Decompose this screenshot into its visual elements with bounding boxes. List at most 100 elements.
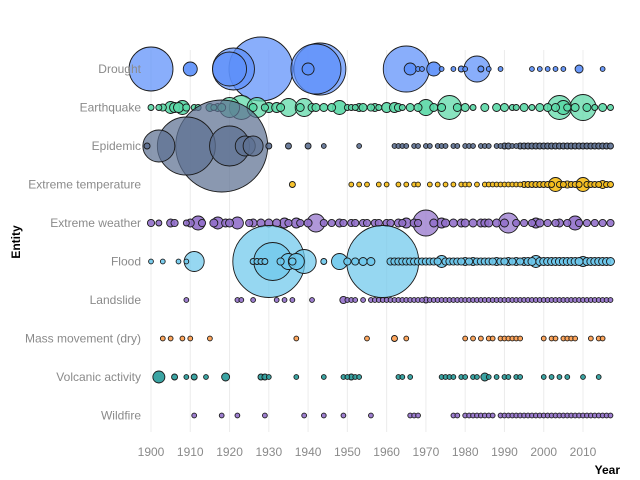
bubble-wildfire <box>489 412 496 419</box>
bubble-extreme-weather <box>414 218 423 228</box>
bubble-wildfire <box>368 412 374 419</box>
bubble-drought <box>599 66 606 72</box>
bubble-earthquake <box>598 103 608 112</box>
bubble-extreme-temperature <box>348 181 355 188</box>
bubble-volcanic-activity <box>595 374 602 380</box>
y-tick-label: Mass movement (dry) <box>25 332 141 346</box>
bubble-flood <box>288 257 297 266</box>
bubble-extreme-weather <box>563 218 572 228</box>
bubble-earthquake <box>248 103 258 112</box>
bubble-epidemic <box>356 143 362 149</box>
bubble-wildfire <box>218 412 225 419</box>
bubble-extreme-temperature <box>548 181 556 188</box>
bubble-drought <box>182 61 198 77</box>
bubble-earthquake <box>405 103 415 112</box>
bubble-earthquake <box>437 103 447 112</box>
bubble-earthquake <box>182 103 191 112</box>
bubble-extreme-temperature <box>403 181 410 188</box>
bubble-mass-movement-dry <box>462 335 469 342</box>
bubble-landslide <box>281 297 288 303</box>
bubble-mass-movement-dry <box>478 335 484 342</box>
bubble-extreme-weather <box>284 218 293 228</box>
bubble-extreme-temperature <box>466 181 472 188</box>
bubble-drought <box>426 61 442 77</box>
bubble-volcanic-activity <box>517 374 524 380</box>
bubble-drought <box>403 62 417 76</box>
bubble-extreme-temperature <box>375 181 382 188</box>
bubble-earthquake <box>591 104 599 111</box>
bubble-mass-movement-dry <box>159 335 166 342</box>
bubble-drought <box>485 66 492 72</box>
bubble-mass-movement-dry <box>599 335 606 342</box>
bubble-mass-movement-dry <box>364 335 370 342</box>
y-tick-label: Volcanic activity <box>56 370 141 384</box>
bubble-earthquake <box>375 104 383 111</box>
bubble-volcanic-activity <box>183 374 190 380</box>
bubble-flood <box>366 257 376 266</box>
bubble-volcanic-activity <box>556 374 563 380</box>
bubble-earthquake <box>563 103 572 112</box>
x-tick-label: 2010 <box>570 445 597 459</box>
bubble-volcanic-activity <box>548 374 555 380</box>
bubble-extreme-temperature <box>575 181 583 188</box>
bubble-earthquake <box>173 102 184 113</box>
bubble-extreme-weather <box>245 218 254 228</box>
y-tick-label: Flood <box>111 255 141 269</box>
x-tick-label: 1980 <box>452 445 479 459</box>
bubble-drought <box>544 66 551 72</box>
bubble-extreme-weather <box>543 218 552 228</box>
y-tick-label: Landslide <box>90 293 142 307</box>
bubble-extreme-temperature <box>415 181 421 188</box>
bubble-extreme-temperature <box>364 181 370 188</box>
bubble-earthquake <box>295 103 305 112</box>
bubble-landslide <box>273 297 280 303</box>
bubble-epidemic <box>513 143 520 149</box>
bubble-wildfire <box>191 412 198 419</box>
bubble-extreme-weather <box>500 218 509 228</box>
bubble-wildfire <box>301 412 308 419</box>
bubble-epidemic <box>415 143 421 149</box>
x-tick-label: 2000 <box>530 445 557 459</box>
bubble-wildfire <box>454 412 461 419</box>
bubble-extreme-weather <box>327 218 336 228</box>
bubble-epidemic <box>470 143 476 149</box>
bubble-extreme-temperature <box>434 181 441 188</box>
bubble-landslide <box>250 297 256 303</box>
bubble-mass-movement-dry <box>489 335 496 342</box>
bubble-extreme-weather <box>606 218 615 228</box>
bubble-flood <box>159 258 166 265</box>
bubble-volcanic-activity <box>485 374 492 380</box>
bubble-volcanic-activity <box>564 374 571 380</box>
bubble-wildfire <box>262 412 268 419</box>
bubble-extreme-weather <box>146 218 156 228</box>
bubble-wildfire <box>607 412 614 419</box>
bubble-volcanic-activity <box>320 374 327 380</box>
bubble-extreme-weather <box>520 218 529 228</box>
bubble-mass-movement-dry <box>187 335 194 342</box>
x-tick-label: 1950 <box>334 445 361 459</box>
bubble-flood <box>465 257 474 266</box>
bubble-drought <box>574 64 584 74</box>
x-tick-labels: 1900 1910 1920 1930 1940 1950 1960 1970 1980 1990… <box>138 445 597 459</box>
bubble-flood <box>500 257 509 266</box>
bubble-extreme-weather <box>209 218 219 228</box>
bubble-extreme-weather <box>170 218 179 228</box>
bubble-earthquake <box>570 103 580 112</box>
bubble-volcanic-activity <box>474 374 480 380</box>
bubble-volcanic-activity <box>265 374 272 380</box>
bubble-wildfire <box>340 412 347 419</box>
bubble-earthquake <box>500 103 509 112</box>
x-tick-label: 1910 <box>177 445 204 459</box>
bubble-flood <box>276 257 285 266</box>
bubble-earthquake <box>413 103 423 112</box>
bubble-volcanic-activity <box>203 374 209 380</box>
bubble-mass-movement-dry <box>179 335 186 342</box>
bubble-earthquake <box>519 103 529 112</box>
bubble-drought <box>212 51 247 87</box>
bubble-extreme-weather <box>362 218 372 228</box>
bubble-mass-movement-dry <box>588 335 594 342</box>
bubble-mass-movement-dry <box>403 335 410 342</box>
bubble-flood <box>457 257 466 266</box>
bubble-drought <box>450 66 457 72</box>
x-tick-label: 1940 <box>295 445 322 459</box>
